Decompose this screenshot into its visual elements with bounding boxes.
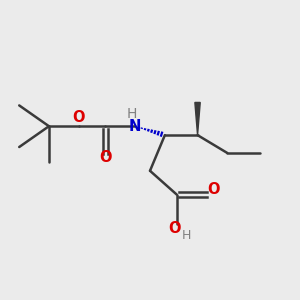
Polygon shape xyxy=(195,102,200,135)
Text: N: N xyxy=(129,119,141,134)
Text: H: H xyxy=(126,107,137,121)
Text: O: O xyxy=(168,221,181,236)
Text: O: O xyxy=(99,150,112,165)
Text: O: O xyxy=(72,110,85,125)
Text: H: H xyxy=(182,229,191,242)
Text: O: O xyxy=(208,182,220,197)
